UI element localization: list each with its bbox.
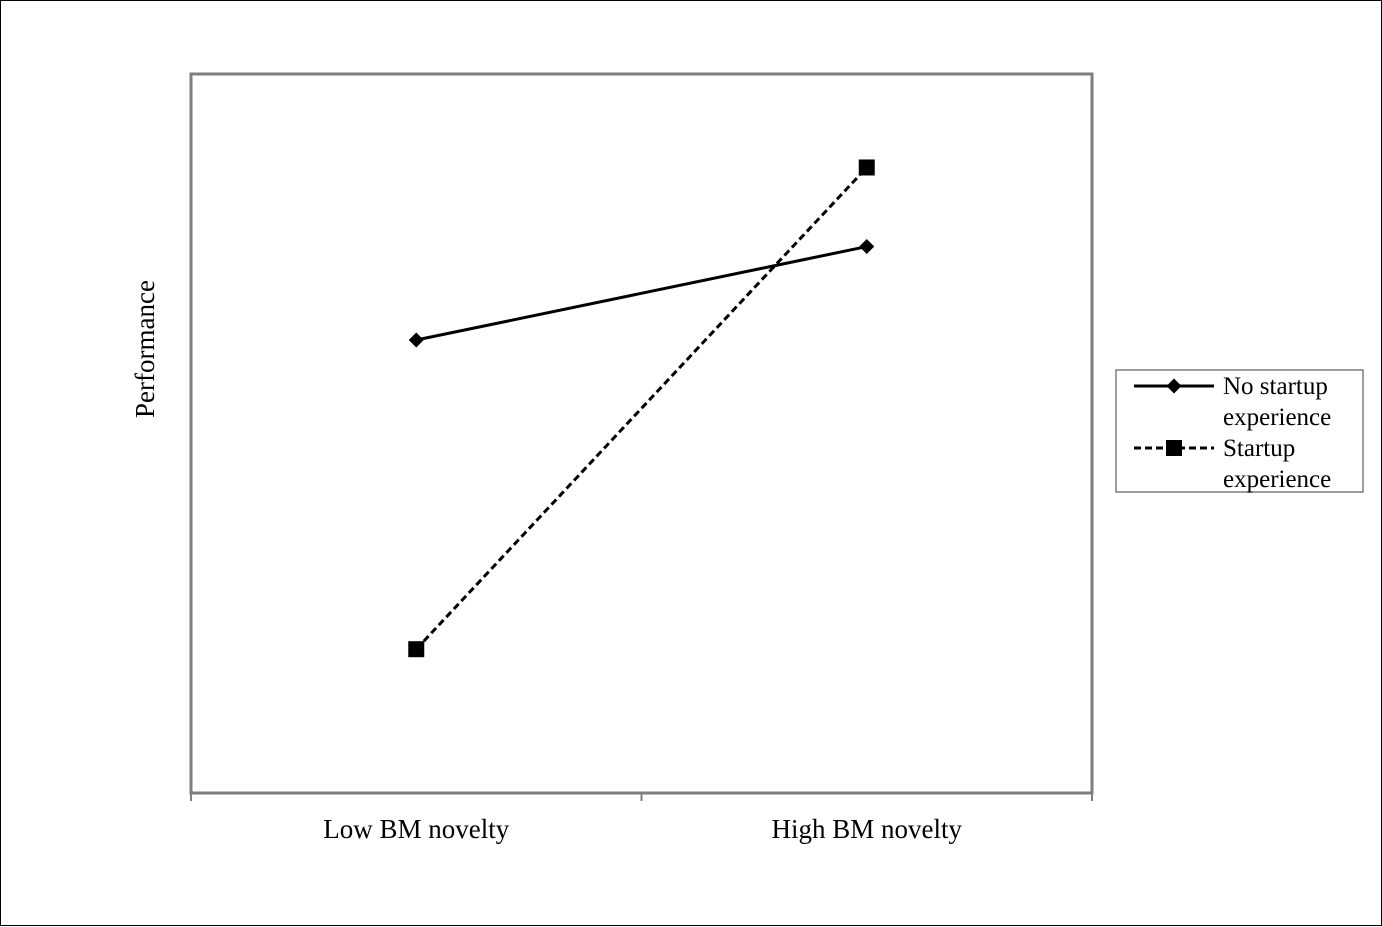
plot-area — [189, 72, 1094, 795]
legend-box — [1115, 369, 1364, 493]
series-1-point — [408, 332, 424, 348]
legend-label: Startup — [1223, 435, 1295, 462]
series-line-1 — [415, 245, 868, 342]
legend-label: experience — [1223, 404, 1331, 431]
series-2-point — [408, 641, 425, 658]
y-axis-label: Performance — [130, 280, 160, 418]
legend: No startup experience Startup experience — [1115, 369, 1364, 493]
x-axis-ticks — [190, 793, 1093, 801]
x-tick-label: Low BM novelty — [323, 814, 509, 844]
legend-label: No startup — [1223, 373, 1328, 400]
legend-label: experience — [1223, 466, 1331, 493]
legend-marker-2 — [1166, 440, 1182, 456]
legend-marker-1 — [1166, 378, 1182, 394]
series-layer — [408, 159, 875, 658]
x-axis-labels: Low BM novelty High BM novelty — [323, 814, 962, 844]
series-2-point — [858, 159, 875, 176]
series-1-point — [859, 239, 875, 255]
x-tick-label: High BM novelty — [771, 814, 962, 844]
